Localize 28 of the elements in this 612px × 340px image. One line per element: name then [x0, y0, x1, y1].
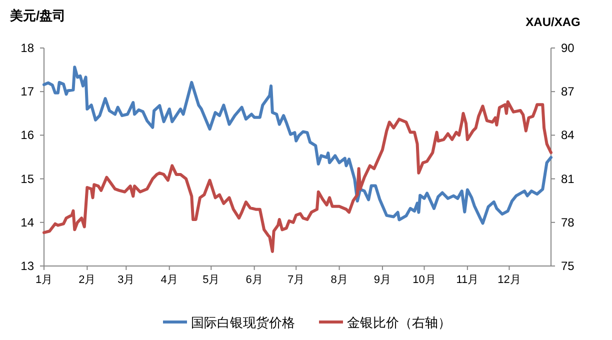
xtick: 7月 — [288, 274, 305, 286]
xtick: 2月 — [78, 274, 96, 286]
y2tick: 78 — [561, 215, 574, 230]
xtick: 5月 — [202, 274, 220, 286]
xtick: 10月 — [412, 274, 436, 286]
legend-label: 金银比价（右轴） — [347, 315, 451, 330]
ytick: 18 — [20, 41, 34, 55]
legend-label: 国际白银现货价格 — [191, 315, 295, 330]
y2tick: 90 — [561, 41, 574, 55]
y2tick: 84 — [561, 128, 574, 142]
y2label: XAU/XAG — [526, 15, 580, 29]
xtick: 3月 — [118, 274, 135, 286]
xtick: 4月 — [160, 274, 178, 286]
ytick: 15 — [20, 172, 34, 186]
ytick: 17 — [20, 84, 34, 99]
xtick: 1月 — [35, 274, 53, 286]
xtick: 12月 — [498, 274, 521, 286]
xtick: 8月 — [330, 274, 348, 286]
xtick: 11月 — [456, 274, 479, 286]
xtick: 9月 — [374, 274, 392, 286]
ytick: 14 — [20, 215, 34, 230]
ytick: 16 — [20, 128, 34, 142]
y2tick: 75 — [561, 259, 574, 273]
ytick: 13 — [20, 259, 34, 273]
y2tick: 87 — [561, 84, 574, 99]
ylabel: 美元/盘司 — [10, 8, 66, 23]
xtick: 6月 — [246, 274, 263, 286]
y2tick: 81 — [561, 172, 574, 186]
